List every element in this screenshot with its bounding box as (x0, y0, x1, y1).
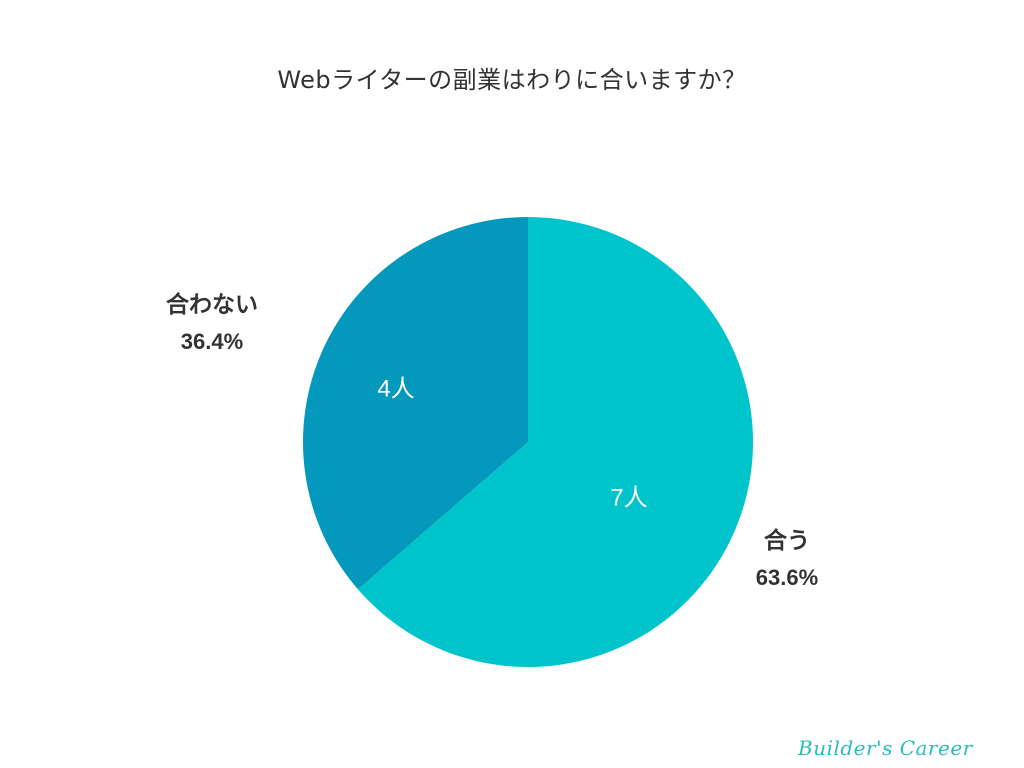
watermark-logo: Builder's Career (798, 736, 973, 760)
pie-slice-awanai (303, 216, 528, 590)
label-name: 合う (763, 527, 810, 553)
outer-label-awanai: 合わない 36.4% (166, 284, 258, 360)
label-name: 合わない (166, 291, 258, 317)
label-percent: 36.4% (180, 329, 244, 354)
slice-count-awanai: 4人 (377, 375, 415, 403)
pie-slice-au (357, 217, 753, 667)
chart-title: Webライターの副業はわりに合いますか？ (277, 66, 747, 94)
label-percent: 63.6% (755, 565, 819, 590)
slice-count-au: 7人 (610, 484, 648, 512)
outer-label-au: 合う 63.6% (756, 520, 818, 596)
